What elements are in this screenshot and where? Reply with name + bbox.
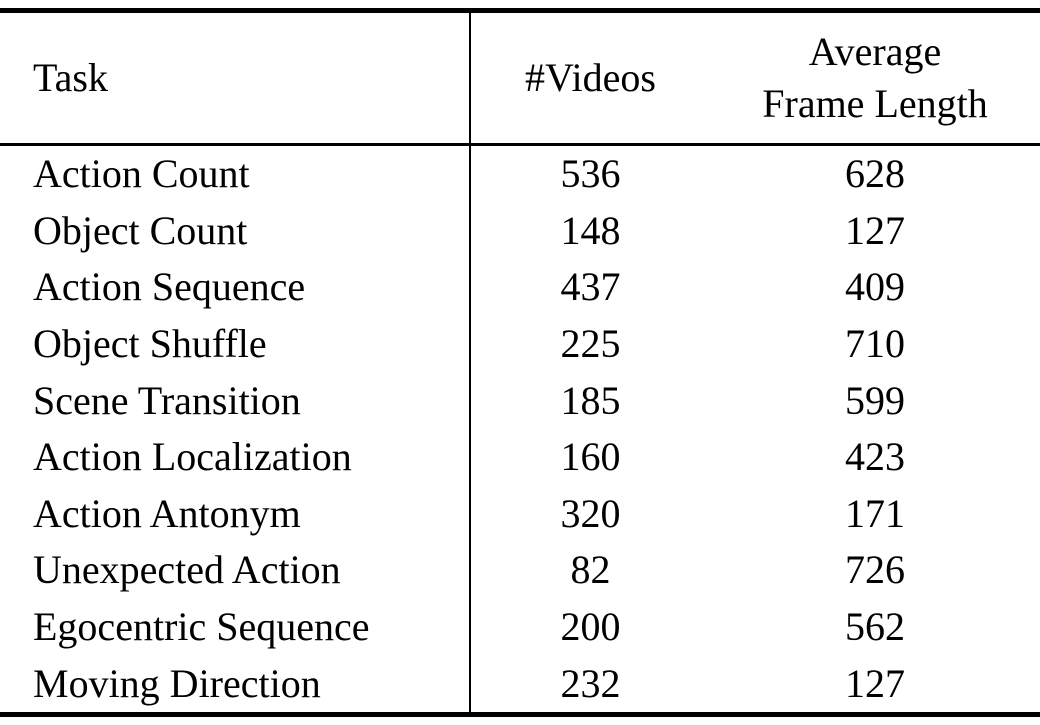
videos-cell: 160	[560, 434, 621, 480]
task-statistics-table: Task #Videos Average Frame Length Action…	[0, 8, 1040, 717]
avg-frame-length-cell: 599	[845, 377, 905, 423]
task-cell: Action Localization	[0, 428, 471, 486]
column-header-avg-frame-length: Average Frame Length	[710, 10, 1040, 146]
table-row: Object Shuffle 225 710	[0, 315, 1040, 373]
avg-frame-length-cell: 127	[845, 660, 905, 706]
avg-frame-length-cell: 628	[845, 151, 905, 197]
table-header: Task #Videos Average Frame Length	[0, 10, 1040, 146]
task-cell: Action Count	[0, 144, 471, 203]
table-row: Action Antonym 320 171	[0, 485, 1040, 543]
header-row: Task #Videos Average Frame Length	[0, 10, 1040, 146]
avg-frame-length-cell: 171	[845, 490, 905, 536]
videos-cell: 82	[570, 547, 611, 593]
task-cell: Scene Transition	[0, 372, 471, 429]
avg-frame-length-cell: 423	[845, 434, 905, 480]
videos-cell: 232	[560, 660, 621, 706]
videos-cell: 185	[560, 377, 621, 423]
avg-frame-length-cell: 710	[845, 321, 905, 367]
videos-cell: 148	[560, 207, 621, 253]
videos-cell: 320	[560, 490, 621, 536]
table-row: Egocentric Sequence 200 562	[0, 598, 1040, 656]
task-cell: Object Count	[0, 202, 471, 260]
table-body: Action Count 536 628 Object Count 148 12…	[0, 144, 1040, 715]
videos-cell: 225	[560, 321, 621, 367]
avg-frame-length-cell: 562	[845, 604, 905, 650]
videos-cell: 437	[560, 264, 621, 310]
task-cell: Action Sequence	[0, 259, 471, 316]
avg-frame-length-cell: 127	[845, 207, 905, 253]
table-row: Scene Transition 185 599	[0, 372, 1040, 429]
task-cell: Moving Direction	[0, 655, 471, 715]
avg-frame-length-cell: 409	[845, 264, 905, 310]
column-header-videos: #Videos	[470, 10, 710, 146]
table-row: Action Localization 160 423	[0, 428, 1040, 486]
table-row: Unexpected Action 82 726	[0, 542, 1040, 599]
table-row: Action Count 536 628	[0, 144, 1040, 203]
task-cell: Object Shuffle	[0, 315, 471, 373]
table-row: Object Count 148 127	[0, 202, 1040, 260]
table-row: Moving Direction 232 127	[0, 655, 1040, 715]
task-cell: Action Antonym	[0, 485, 471, 543]
column-header-task: Task	[0, 10, 471, 146]
videos-cell: 536	[560, 151, 621, 197]
avg-frame-length-cell: 726	[845, 547, 905, 593]
task-cell: Egocentric Sequence	[0, 598, 471, 656]
table-row: Action Sequence 437 409	[0, 259, 1040, 316]
task-cell: Unexpected Action	[0, 542, 471, 599]
videos-cell: 200	[560, 604, 621, 650]
